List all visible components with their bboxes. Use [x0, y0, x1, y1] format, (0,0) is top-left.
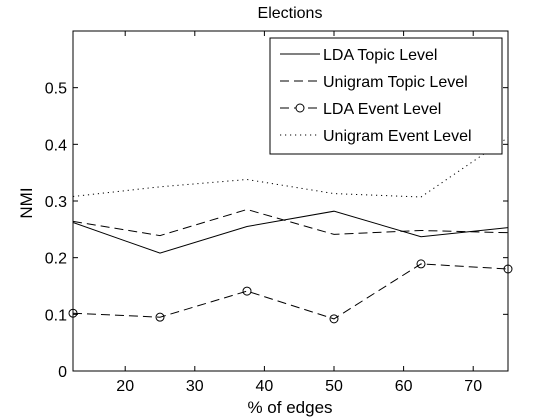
y-axis-label: NMI: [17, 187, 36, 218]
legend-marker: [295, 103, 305, 113]
chart-title: Elections: [258, 5, 323, 22]
legend-label: Unigram Topic Level: [323, 74, 468, 91]
y-tick-label: 0.5: [45, 81, 67, 98]
y-tick-label: 0.4: [45, 137, 67, 154]
y-tick-label: 0: [58, 364, 67, 381]
y-tick-label: 0.1: [45, 307, 67, 324]
x-tick-label: 20: [116, 378, 134, 395]
series-point-3: [329, 314, 339, 324]
y-tick-label: 0.3: [45, 194, 67, 211]
series-line-2: [73, 208, 508, 237]
series-line-1: [73, 210, 508, 254]
y-tick-label: 0.2: [45, 251, 67, 268]
x-axis-label: % of edges: [247, 398, 332, 417]
series-point-3: [503, 264, 513, 274]
plot-area: 20 30 40 50 60 70 0 0.1 0.2 0.3 0.4 0.5: [45, 30, 513, 395]
x-tick-label: 30: [186, 378, 204, 395]
series-point-3: [155, 312, 165, 322]
series-point-3: [242, 286, 252, 296]
series-point-3: [416, 259, 426, 269]
x-tick-label: 50: [325, 378, 343, 395]
series-line-3: [73, 263, 508, 320]
legend-label: LDA Topic Level: [323, 47, 437, 64]
legend-box: [269, 37, 503, 155]
legend-label: Unigram Event Level: [323, 128, 472, 145]
x-tick-label: 40: [256, 378, 274, 395]
legend-label: LDA Event Level: [323, 101, 441, 118]
x-tick-label: 70: [464, 378, 482, 395]
legend: LDA Topic Level Unigram Topic Level LDA Ev…: [269, 37, 503, 155]
series-layer: [73, 137, 508, 320]
series-point-3: [68, 308, 78, 318]
x-tick-label: 60: [395, 378, 413, 395]
